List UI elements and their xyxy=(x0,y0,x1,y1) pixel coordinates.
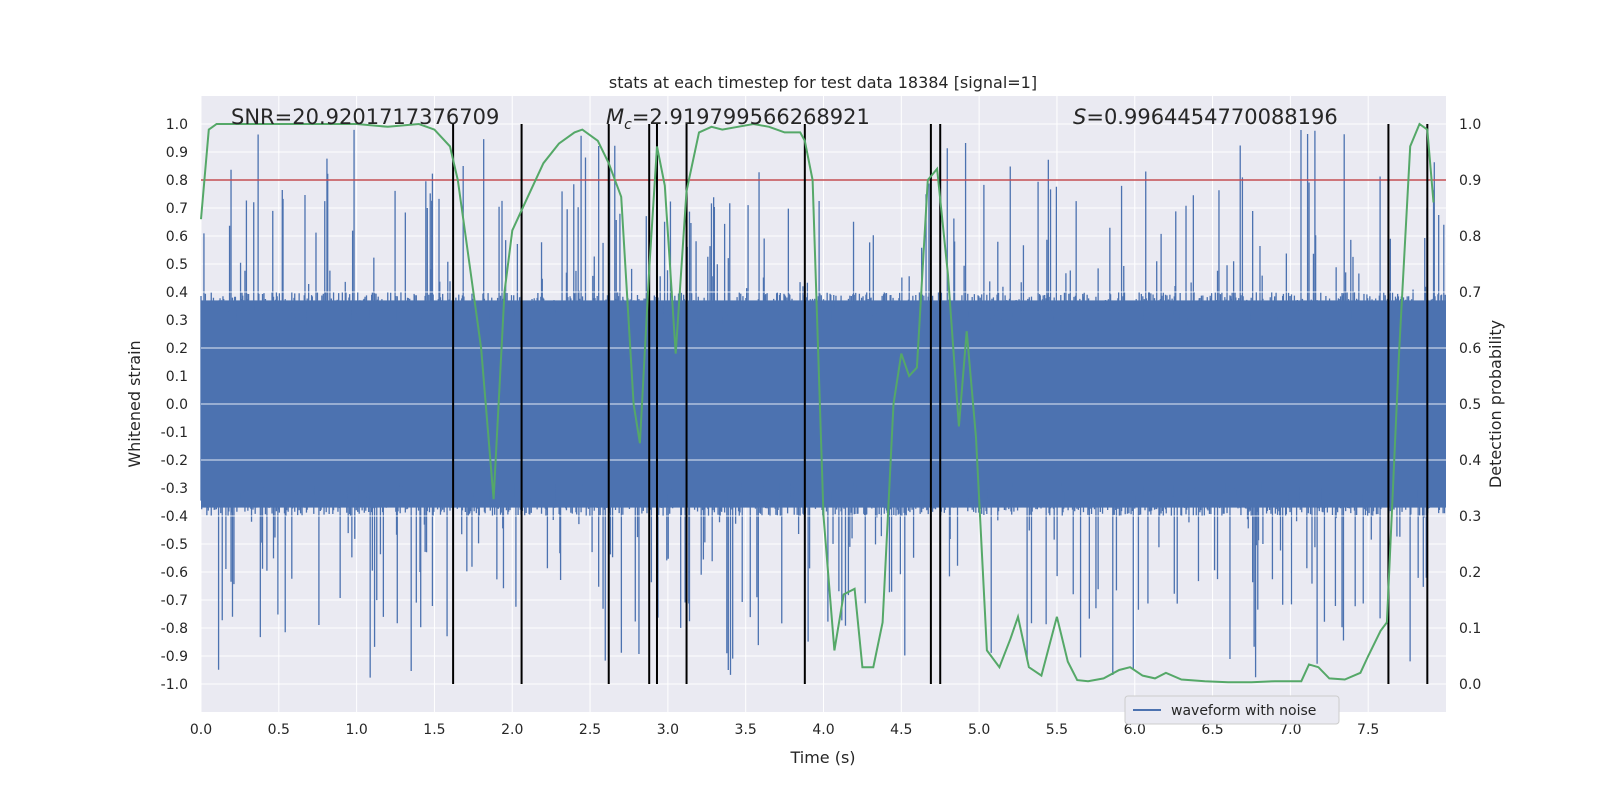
s-symbol: S xyxy=(1073,105,1086,129)
x-tick-label: 4.5 xyxy=(890,722,912,738)
x-tick-label: 6.5 xyxy=(1201,722,1223,738)
y-tick-label: -0.3 xyxy=(161,481,188,497)
x-axis-label: Time (s) xyxy=(789,748,855,767)
y2-tick-label: 0.1 xyxy=(1459,621,1481,637)
y-tick-label: -0.6 xyxy=(161,565,188,581)
y2-tick-label: 1.0 xyxy=(1459,117,1481,133)
x-tick-label: 0.0 xyxy=(190,722,212,738)
event-markers xyxy=(452,124,1429,684)
chart-title: stats at each timestep for test data 183… xyxy=(609,73,1037,92)
detection-probability-line xyxy=(200,122,1435,684)
y-tick-label: 0.2 xyxy=(166,341,188,357)
y2-axis-label: Detection probability xyxy=(1486,320,1505,488)
y-tick-label: -0.4 xyxy=(161,509,188,525)
y-axis-label: Whitened strain xyxy=(125,340,144,467)
snr-annotation: SNR=20.9201717376709 xyxy=(231,105,499,129)
y2-tick-label: 0.6 xyxy=(1459,341,1481,357)
legend-label: waveform with noise xyxy=(1171,703,1316,719)
y2-tick-label: 0.7 xyxy=(1459,285,1481,301)
s-annotation: S=0.9964454770088196 xyxy=(1073,105,1338,129)
y2-tick-label: 0.2 xyxy=(1459,565,1481,581)
y-tick-label: 1.0 xyxy=(166,117,188,133)
y-tick-label: 0.3 xyxy=(166,313,188,329)
y-tick-label: 0.7 xyxy=(166,201,188,217)
mc-subscript: c xyxy=(624,117,632,133)
x-tick-label: 6.0 xyxy=(1124,722,1146,738)
y-tick-labels: 1.0 0.9 0.8 0.7 0.6 0.5 0.4 0.3 0.2 0.1 0.0 -0.1 -0.… xyxy=(161,117,188,693)
x-tick-label: 2.5 xyxy=(579,722,601,738)
y-tick-label: -0.5 xyxy=(161,537,188,553)
legend: waveform with noise xyxy=(1124,695,1340,725)
y-tick-label: -0.2 xyxy=(161,453,188,469)
x-tick-label: 1.5 xyxy=(423,722,445,738)
mc-symbol: M xyxy=(606,105,624,129)
y-tick-label: -0.7 xyxy=(161,593,188,609)
y-tick-label: 0.0 xyxy=(166,397,188,413)
y-tick-label: 0.8 xyxy=(166,173,188,189)
x-tick-labels: 0.0 0.5 1.0 1.5 2.0 2.5 3.0 3.5 4.0 4.5 5.0 5.5 6.0 6… xyxy=(190,722,1379,738)
detection-probability-series xyxy=(200,122,1435,684)
chirp-mass-annotation: Mc=2.919799566268921 xyxy=(606,105,870,133)
y-tick-label: 0.6 xyxy=(166,229,188,245)
y-tick-label: 0.9 xyxy=(166,145,188,161)
x-tick-label: 0.5 xyxy=(268,722,290,738)
x-tick-label: 7.5 xyxy=(1357,722,1379,738)
x-tick-label: 5.0 xyxy=(968,722,990,738)
y2-tick-label: 0.8 xyxy=(1459,229,1481,245)
s-value: =0.9964454770088196 xyxy=(1086,105,1337,129)
y-tick-label: -0.9 xyxy=(161,649,188,665)
x-tick-label: 2.0 xyxy=(501,722,523,738)
y2-tick-label: 0.3 xyxy=(1459,509,1481,525)
y-tick-label: -1.0 xyxy=(161,677,188,693)
y2-tick-label: 0.9 xyxy=(1459,173,1481,189)
y2-tick-labels: 1.0 0.9 0.8 0.7 0.6 0.5 0.4 0.3 0.2 0.1 0.0 xyxy=(1459,117,1481,693)
y2-tick-label: 0.4 xyxy=(1459,453,1481,469)
y-tick-label: 0.5 xyxy=(166,257,188,273)
y2-tick-label: 0.0 xyxy=(1459,677,1481,693)
x-tick-label: 5.5 xyxy=(1046,722,1068,738)
x-tick-label: 3.5 xyxy=(735,722,757,738)
x-tick-label: 1.0 xyxy=(345,722,367,738)
mc-value: =2.919799566268921 xyxy=(632,105,870,129)
y-tick-label: 0.1 xyxy=(166,369,188,385)
y-tick-label: -0.1 xyxy=(161,425,188,441)
x-tick-label: 3.0 xyxy=(657,722,679,738)
y-tick-label: -0.8 xyxy=(161,621,188,637)
y2-tick-label: 0.5 xyxy=(1459,397,1481,413)
x-tick-label: 7.0 xyxy=(1279,722,1301,738)
y-tick-label: 0.4 xyxy=(166,285,188,301)
legend-box xyxy=(1124,695,1340,725)
x-tick-label: 4.0 xyxy=(812,722,834,738)
